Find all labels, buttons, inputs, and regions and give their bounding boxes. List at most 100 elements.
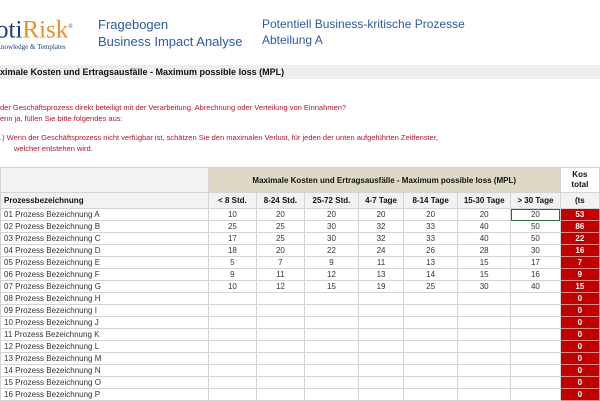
loss-cell[interactable]: 12	[303, 268, 360, 281]
loss-cell[interactable]	[207, 388, 258, 401]
loss-cell[interactable]: 25	[256, 220, 305, 233]
loss-cell[interactable]	[207, 316, 258, 329]
loss-cell[interactable]: 11	[256, 268, 305, 281]
loss-cell[interactable]: 40	[457, 232, 512, 245]
loss-cell[interactable]	[402, 304, 459, 317]
loss-cell[interactable]: 30	[303, 220, 360, 233]
loss-cell[interactable]	[358, 364, 404, 377]
loss-cell[interactable]: 12	[256, 280, 305, 293]
loss-cell[interactable]	[402, 352, 459, 365]
loss-cell[interactable]: 50	[510, 232, 561, 245]
loss-cell[interactable]	[303, 316, 360, 329]
loss-cell[interactable]	[303, 388, 360, 401]
loss-cell[interactable]: 20	[358, 208, 404, 221]
loss-cell[interactable]: 5	[207, 256, 258, 269]
loss-cell[interactable]	[457, 364, 512, 377]
loss-cell[interactable]	[510, 340, 561, 353]
loss-cell[interactable]	[457, 352, 512, 365]
loss-cell[interactable]	[457, 304, 512, 317]
loss-cell[interactable]: 20	[402, 208, 459, 221]
loss-cell[interactable]	[207, 364, 258, 377]
loss-cell[interactable]	[358, 340, 404, 353]
loss-cell[interactable]	[402, 388, 459, 401]
loss-cell[interactable]	[510, 388, 561, 401]
loss-cell[interactable]	[207, 328, 258, 341]
loss-cell[interactable]: 30	[303, 232, 360, 245]
loss-cell[interactable]	[256, 340, 305, 353]
loss-cell[interactable]	[402, 364, 459, 377]
loss-cell[interactable]: 20	[510, 208, 561, 221]
loss-cell[interactable]: 9	[303, 256, 360, 269]
loss-cell[interactable]	[510, 304, 561, 317]
loss-cell[interactable]: 30	[510, 244, 561, 257]
loss-cell[interactable]: 30	[457, 280, 512, 293]
loss-cell[interactable]	[358, 388, 404, 401]
loss-cell[interactable]	[457, 376, 512, 389]
loss-cell[interactable]	[256, 304, 305, 317]
loss-cell[interactable]	[457, 316, 512, 329]
loss-cell[interactable]: 20	[256, 208, 305, 221]
loss-cell[interactable]: 33	[402, 220, 459, 233]
loss-cell[interactable]: 40	[457, 220, 512, 233]
loss-cell[interactable]	[358, 304, 404, 317]
loss-cell[interactable]: 25	[207, 220, 258, 233]
loss-cell[interactable]: 32	[358, 220, 404, 233]
loss-cell[interactable]: 20	[457, 208, 512, 221]
loss-cell[interactable]	[510, 328, 561, 341]
loss-cell[interactable]: 13	[358, 268, 404, 281]
loss-cell[interactable]	[457, 328, 512, 341]
loss-cell[interactable]	[303, 352, 360, 365]
loss-cell[interactable]	[457, 292, 512, 305]
loss-cell[interactable]: 16	[510, 268, 561, 281]
loss-cell[interactable]	[207, 340, 258, 353]
loss-cell[interactable]	[256, 364, 305, 377]
loss-cell[interactable]: 24	[358, 244, 404, 257]
loss-cell[interactable]	[207, 292, 258, 305]
loss-cell[interactable]: 22	[303, 244, 360, 257]
loss-cell[interactable]: 33	[402, 232, 459, 245]
loss-cell[interactable]: 40	[510, 280, 561, 293]
loss-cell[interactable]: 17	[510, 256, 561, 269]
loss-cell[interactable]	[256, 316, 305, 329]
loss-cell[interactable]: 7	[256, 256, 305, 269]
loss-cell[interactable]	[358, 352, 404, 365]
loss-cell[interactable]	[256, 376, 305, 389]
loss-cell[interactable]: 20	[256, 244, 305, 257]
loss-cell[interactable]: 25	[256, 232, 305, 245]
loss-cell[interactable]	[457, 388, 512, 401]
loss-cell[interactable]	[303, 376, 360, 389]
loss-cell[interactable]	[256, 328, 305, 341]
loss-cell[interactable]: 50	[510, 220, 561, 233]
loss-cell[interactable]	[256, 388, 305, 401]
loss-cell[interactable]	[358, 316, 404, 329]
loss-cell[interactable]	[207, 376, 258, 389]
loss-cell[interactable]	[303, 292, 360, 305]
loss-cell[interactable]: 17	[207, 232, 258, 245]
loss-cell[interactable]	[510, 316, 561, 329]
loss-cell[interactable]	[303, 340, 360, 353]
loss-cell[interactable]	[510, 376, 561, 389]
loss-cell[interactable]: 18	[207, 244, 258, 257]
loss-cell[interactable]	[402, 340, 459, 353]
loss-cell[interactable]	[402, 376, 459, 389]
loss-cell[interactable]	[457, 340, 512, 353]
loss-cell[interactable]	[402, 328, 459, 341]
loss-cell[interactable]	[303, 364, 360, 377]
loss-cell[interactable]: 25	[402, 280, 459, 293]
loss-cell[interactable]	[358, 328, 404, 341]
loss-cell[interactable]	[256, 292, 305, 305]
loss-cell[interactable]	[303, 304, 360, 317]
loss-cell[interactable]: 10	[207, 208, 258, 221]
loss-cell[interactable]: 15	[457, 268, 512, 281]
loss-cell[interactable]: 10	[207, 280, 258, 293]
loss-cell[interactable]	[510, 352, 561, 365]
loss-cell[interactable]	[303, 328, 360, 341]
loss-cell[interactable]	[358, 292, 404, 305]
loss-cell[interactable]: 20	[303, 208, 360, 221]
loss-cell[interactable]: 11	[358, 256, 404, 269]
loss-cell[interactable]	[207, 304, 258, 317]
loss-cell[interactable]	[402, 316, 459, 329]
loss-cell[interactable]: 19	[358, 280, 404, 293]
loss-cell[interactable]: 32	[358, 232, 404, 245]
loss-cell[interactable]: 9	[207, 268, 258, 281]
